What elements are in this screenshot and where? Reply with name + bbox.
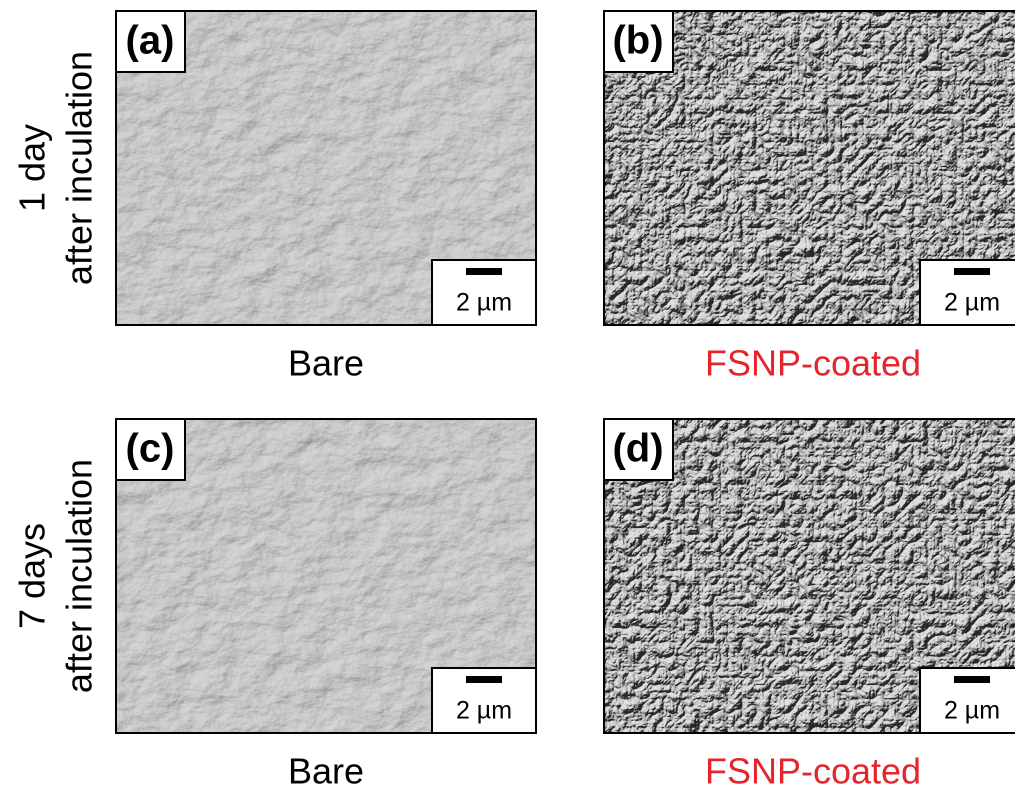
figure: 1 dayafter inculation(a)2 µmBare(b)2 µmF… (0, 0, 1015, 785)
scale-bar (954, 676, 990, 683)
scale-bar (466, 268, 502, 275)
caption: FSNP-coated (705, 343, 921, 384)
row-label: after inculation (59, 459, 100, 693)
sem-panel: (b) 2 µm (603, 10, 1015, 326)
sem-panel: (c) 2 µm (115, 418, 537, 734)
caption: FSNP-coated (705, 751, 921, 785)
row-label: 1 day (12, 124, 53, 212)
panel-label: (c) (126, 427, 175, 471)
scale-bar (466, 676, 502, 683)
caption: Bare (288, 751, 364, 785)
panel-label: (d) (612, 427, 663, 471)
scale-text: 2 µm (456, 697, 512, 725)
scale-bar (954, 268, 990, 275)
panel-label: (b) (612, 19, 663, 63)
row-label: after inculation (59, 51, 100, 285)
sem-panel: (a) 2 µm (115, 10, 537, 326)
caption: Bare (288, 343, 364, 384)
sem-panel: (d) 2 µm (603, 418, 1015, 734)
scale-text: 2 µm (456, 289, 512, 317)
row-label: 7 days (12, 523, 53, 629)
scale-text: 2 µm (944, 289, 1000, 317)
scale-text: 2 µm (944, 697, 1000, 725)
panel-label: (a) (126, 19, 175, 63)
